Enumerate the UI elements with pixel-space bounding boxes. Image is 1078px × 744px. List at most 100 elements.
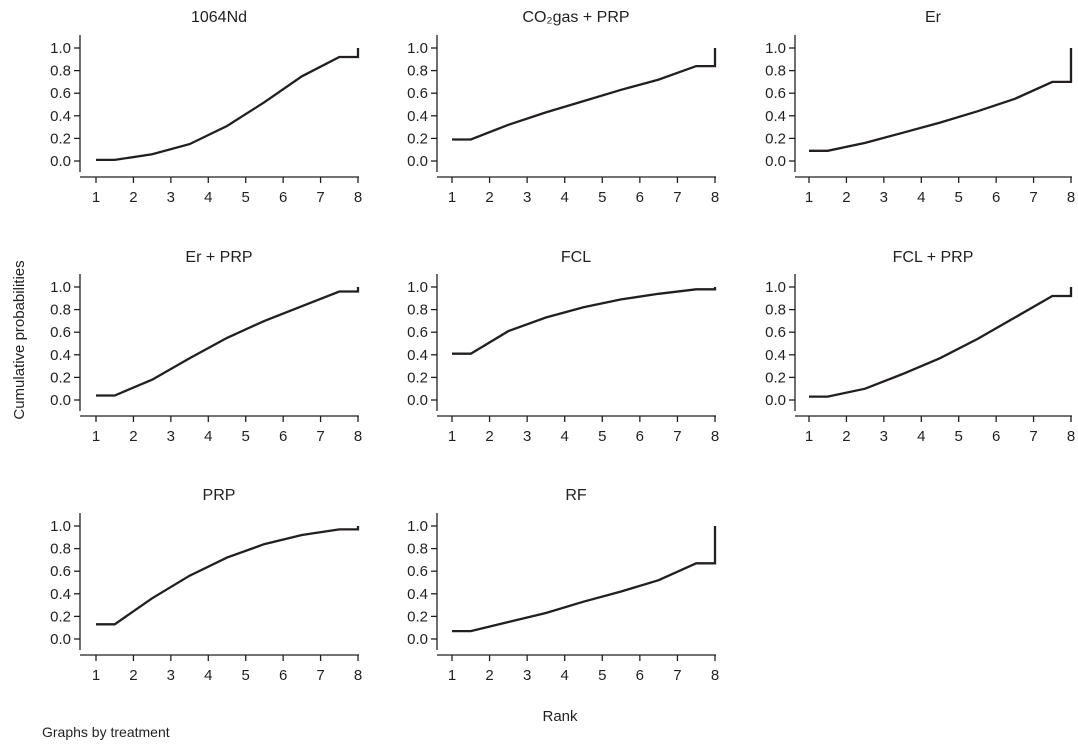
x-tick-label: 7 [673, 667, 681, 684]
x-tick-label: 4 [917, 189, 925, 206]
series-line-prp [96, 526, 360, 626]
x-tick-label: 1 [805, 428, 813, 445]
y-tick-label: 0.6 [407, 324, 428, 341]
y-tick-label: 0.2 [407, 130, 428, 147]
y-tick-label: 0.4 [407, 347, 428, 364]
y-tick-label: 0.6 [50, 85, 71, 102]
x-tick-label: 1 [92, 667, 100, 684]
x-tick-label: 6 [992, 189, 1000, 206]
x-tick-label: 7 [316, 189, 324, 206]
y-tick-label: 0.4 [407, 108, 428, 125]
chart-caption: Graphs by treatment [42, 724, 170, 740]
series-line-fcl-prp [809, 287, 1073, 398]
x-tick-label: 8 [354, 428, 362, 445]
panel-fcl: FCL 0.0 0.2 0.4 0.6 0.8 1.0 1 2 3 4 5 6 7 8 [407, 249, 719, 445]
y-tick-label: 0.8 [407, 541, 428, 558]
x-tick-label: 2 [842, 428, 850, 445]
x-tick-label: 6 [992, 428, 1000, 445]
y-tick-label: 0.4 [765, 108, 786, 125]
x-tick-label: 5 [955, 189, 963, 206]
y-tick-label: 0.2 [50, 130, 71, 147]
x-tick-label: 7 [1029, 428, 1037, 445]
y-tick-label: 1.0 [765, 40, 786, 57]
panel-title: PRP [203, 487, 236, 504]
y-tick-label: 1.0 [50, 518, 71, 535]
y-tick-label: 0.2 [407, 369, 428, 386]
x-tick-label: 2 [842, 189, 850, 206]
panel-title: Er + PRP [185, 249, 252, 266]
y-tick-label: 1.0 [765, 279, 786, 296]
x-tick-label: 5 [598, 667, 606, 684]
y-tick-label: 0.8 [407, 302, 428, 319]
x-tick-label: 5 [598, 428, 606, 445]
x-tick-label: 8 [711, 189, 719, 206]
y-tick-label: 0.0 [407, 631, 428, 648]
panel-er-prp: Er + PRP 0.0 0.2 0.4 0.6 0.8 1.0 1 2 3 4 5 6 7 8 [50, 249, 362, 445]
x-tick-label: 8 [1067, 428, 1075, 445]
panel-title: RF [565, 487, 587, 504]
x-tick-label: 4 [561, 189, 569, 206]
y-tick-label: 0.6 [50, 563, 71, 580]
panel-prp: PRP 0.0 0.2 0.4 0.6 0.8 1.0 1 2 3 4 5 6 7 8 [50, 487, 362, 684]
panel-er: Er 0.0 0.2 0.4 0.6 0.8 1.0 1 2 3 4 5 6 7 8 [765, 9, 1075, 206]
x-tick-label: 5 [242, 667, 250, 684]
x-tick-label: 6 [279, 189, 287, 206]
y-tick-label: 0.4 [407, 586, 428, 603]
x-tick-label: 5 [955, 428, 963, 445]
x-tick-label: 2 [485, 667, 493, 684]
y-tick-label: 0.8 [50, 63, 71, 80]
series-line-fcl [452, 287, 717, 355]
y-tick-label: 0.0 [50, 631, 71, 648]
panel-title: Er [925, 9, 942, 26]
x-tick-label: 3 [167, 667, 175, 684]
y-tick-label: 0.4 [765, 347, 786, 364]
y-tick-label: 0.4 [50, 586, 71, 603]
y-tick-label: 0.2 [407, 608, 428, 625]
x-tick-label: 8 [711, 428, 719, 445]
x-tick-label: 1 [92, 428, 100, 445]
x-tick-label: 4 [917, 428, 925, 445]
x-tick-label: 1 [448, 189, 456, 206]
y-tick-label: 0.0 [50, 392, 71, 409]
x-tick-label: 8 [354, 189, 362, 206]
y-tick-label: 0.2 [50, 369, 71, 386]
x-tick-label: 1 [448, 428, 456, 445]
panel-title: FCL [561, 249, 591, 266]
panel-title: FCL + PRP [893, 249, 974, 266]
series-line-rf [452, 526, 717, 633]
y-axis-label: Cumulative probabilities [11, 260, 28, 419]
x-tick-label: 4 [204, 667, 212, 684]
y-tick-label: 1.0 [407, 518, 428, 535]
panel-co-gas-prp: CO₂gas + PRP 0.0 0.2 0.4 0.6 0.8 1.0 1 2 3 4 5 6 7 8 [407, 9, 719, 206]
x-tick-label: 6 [636, 667, 644, 684]
y-tick-label: 0.8 [407, 63, 428, 80]
x-tick-label: 2 [129, 428, 137, 445]
x-tick-label: 6 [279, 667, 287, 684]
y-tick-label: 0.0 [765, 392, 786, 409]
x-tick-label: 6 [636, 428, 644, 445]
x-tick-label: 5 [242, 428, 250, 445]
y-tick-label: 1.0 [407, 40, 428, 57]
x-tick-label: 6 [636, 189, 644, 206]
y-tick-label: 0.6 [407, 85, 428, 102]
x-tick-label: 1 [92, 189, 100, 206]
x-tick-label: 2 [485, 189, 493, 206]
x-tick-label: 1 [448, 667, 456, 684]
y-tick-label: 0.2 [765, 130, 786, 147]
x-tick-label: 7 [673, 189, 681, 206]
x-axis-label: Rank [542, 708, 578, 725]
x-tick-label: 3 [523, 189, 531, 206]
x-tick-label: 7 [1029, 189, 1037, 206]
y-tick-label: 0.2 [765, 369, 786, 386]
y-tick-label: 0.8 [765, 63, 786, 80]
x-tick-label: 8 [354, 667, 362, 684]
series-line-er-prp [96, 287, 360, 397]
x-tick-label: 1 [805, 189, 813, 206]
x-tick-label: 7 [316, 667, 324, 684]
panel-1064nd: 1064Nd 0.0 0.2 0.4 0.6 0.8 1.0 1 2 3 4 5 6 7 8 [50, 9, 362, 206]
x-tick-label: 2 [129, 667, 137, 684]
y-tick-label: 0.2 [50, 608, 71, 625]
x-tick-label: 5 [242, 189, 250, 206]
x-tick-label: 4 [204, 428, 212, 445]
y-tick-label: 0.8 [50, 541, 71, 558]
